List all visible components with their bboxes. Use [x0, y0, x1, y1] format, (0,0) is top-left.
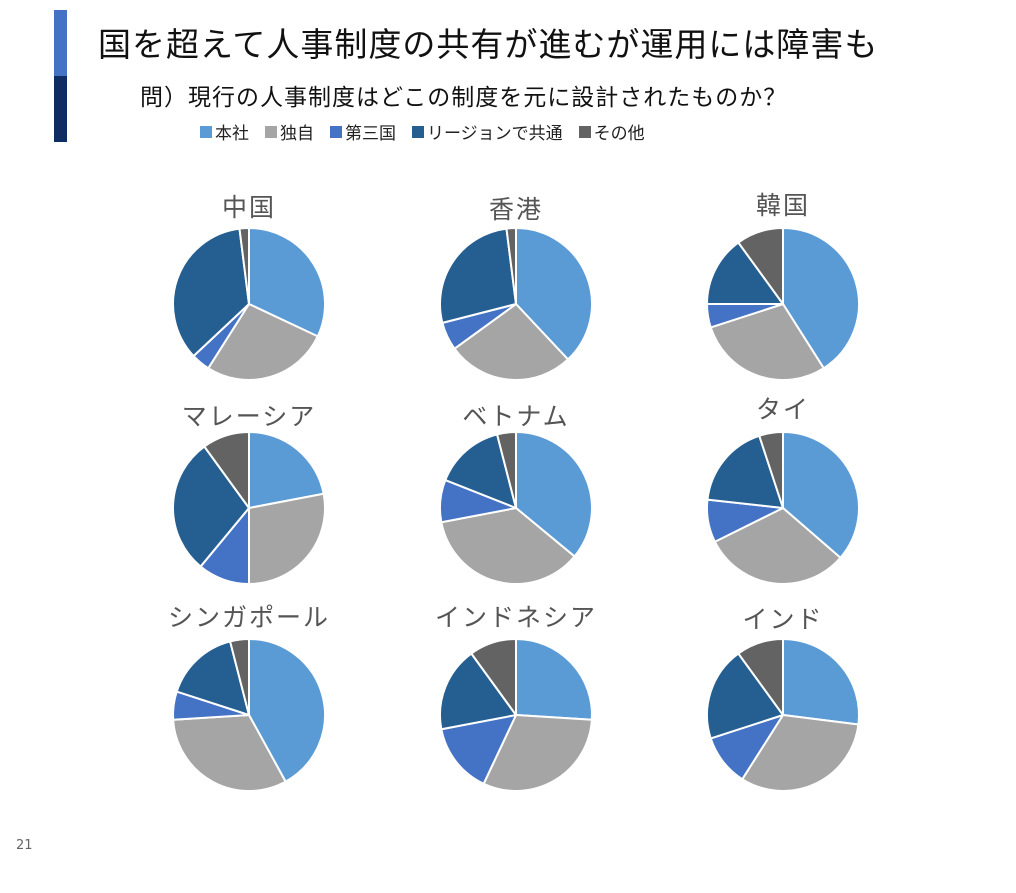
pie-slice	[782, 431, 860, 559]
pie-slice	[706, 652, 784, 740]
legend-swatch	[200, 125, 212, 138]
pie-slice	[440, 714, 517, 785]
chart-legend: 本社 独自 第三国 リージョンで共通 その他	[200, 119, 645, 144]
pie-slice	[496, 431, 517, 509]
legend-swatch	[265, 125, 277, 138]
pie-chart	[439, 227, 593, 381]
pie-slice	[439, 227, 517, 324]
chart-title: 香港	[488, 195, 544, 224]
pie-slice	[207, 303, 319, 381]
chart-title: インド	[742, 605, 824, 634]
pie-slice	[782, 638, 860, 726]
pie-slice	[248, 431, 325, 509]
chart-title: 韓国	[755, 191, 811, 220]
pie-slice	[175, 640, 250, 716]
pie-slice	[453, 303, 570, 381]
pie-slice	[248, 227, 326, 338]
pie-slice	[248, 492, 326, 585]
chart-title: マレーシア	[181, 402, 317, 431]
slide-subtitle: 問）現行の人事制度はどこの制度を元に設計されたものか？	[140, 85, 788, 111]
pie-chart	[706, 431, 860, 585]
pie-slice	[758, 431, 784, 509]
pie-slice	[172, 445, 250, 568]
legend-label: その他	[593, 124, 645, 144]
chart-title: タイ	[755, 395, 811, 424]
pie-chart	[172, 227, 326, 381]
pie-slice	[238, 227, 250, 305]
pie-chart	[172, 638, 326, 792]
pie-slice	[482, 714, 593, 792]
pie-slice	[706, 434, 784, 509]
slide-title: 国を超えて人事制度の共有が進むが運用には障害も	[98, 25, 879, 64]
pie-slice	[444, 433, 517, 509]
chart-title: シンガポール	[167, 603, 331, 632]
legend-swatch	[412, 125, 424, 138]
pie-slice	[203, 431, 250, 509]
pie-chart	[439, 431, 593, 585]
pie-slice	[709, 303, 825, 381]
legend-swatch	[330, 125, 342, 138]
pie-slice	[505, 227, 517, 305]
pie-slice	[439, 652, 517, 731]
legend-item-dokuji: 独自	[265, 119, 314, 144]
pie-chart	[172, 431, 326, 585]
legend-label: リージョンで共通	[427, 124, 563, 144]
pie-slice	[172, 227, 250, 358]
pie-slice	[515, 638, 593, 721]
chart-title: インドネシア	[434, 603, 598, 632]
title-accent-bar-light	[54, 10, 67, 76]
legend-item-honsha: 本社	[200, 119, 249, 144]
legend-swatch	[578, 125, 591, 138]
pie-slice	[515, 227, 593, 361]
legend-label: 本社	[215, 124, 249, 144]
pie-slice	[737, 227, 784, 305]
pie-chart	[706, 638, 860, 792]
legend-item-region: リージョンで共通	[412, 119, 563, 144]
legend-item-daisangoku: 第三国	[330, 119, 396, 144]
legend-label: 独自	[280, 124, 314, 144]
pie-chart	[439, 638, 593, 792]
pie-slice	[248, 638, 326, 783]
pie-slice	[229, 638, 250, 716]
pie-slice	[706, 241, 784, 305]
pie-slice	[737, 638, 784, 716]
title-accent-bar-dark	[54, 76, 67, 142]
page-number: 21	[16, 838, 33, 853]
pie-slice	[515, 431, 593, 558]
pie-slice	[470, 638, 517, 716]
pie-chart	[706, 227, 860, 381]
pie-slice	[440, 507, 576, 585]
pie-slice	[172, 714, 287, 792]
legend-item-sonota: その他	[578, 119, 645, 144]
chart-title: ベトナム	[462, 402, 570, 431]
chart-title: 中国	[221, 193, 277, 222]
legend-label: 第三国	[345, 124, 396, 144]
